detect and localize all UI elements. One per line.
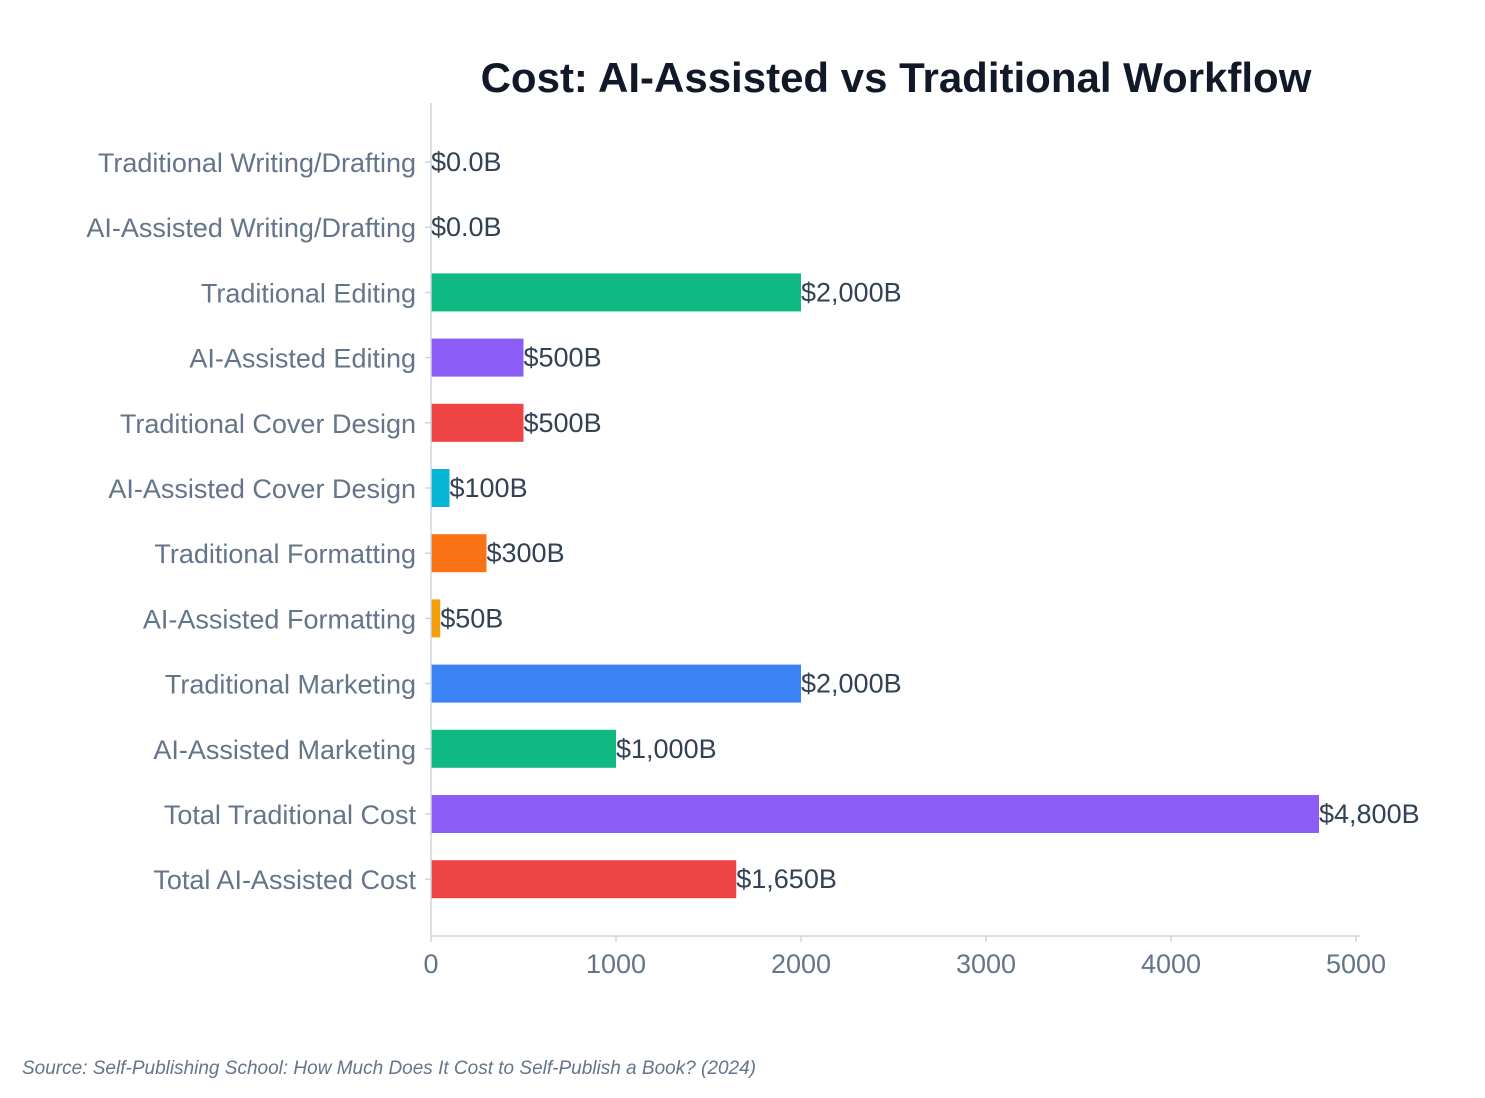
data-label: $1,000B bbox=[616, 734, 717, 764]
x-tick-label: 4000 bbox=[1141, 949, 1201, 979]
data-label: $4,800B bbox=[1319, 799, 1420, 829]
category-label: Traditional Cover Design bbox=[120, 409, 416, 439]
axes-group: 0 1000 2000 3000 4000 5000 Traditional Writing… bbox=[86, 103, 1386, 979]
source-note: Source: Self-Publishing School: How Much… bbox=[22, 1058, 756, 1079]
category-label: Traditional Formatting bbox=[154, 539, 416, 569]
chart-title: Cost: AI-Assisted vs Traditional Workflo… bbox=[481, 54, 1312, 101]
bar bbox=[431, 534, 487, 573]
data-label: $500B bbox=[524, 408, 602, 438]
category-label: AI-Assisted Cover Design bbox=[108, 474, 416, 504]
bar bbox=[431, 273, 801, 312]
data-label: $0.0B bbox=[431, 147, 502, 177]
data-label: $500B bbox=[524, 343, 602, 373]
bar bbox=[431, 729, 616, 768]
bar bbox=[431, 795, 1319, 833]
x-tick-label: 0 bbox=[423, 949, 438, 979]
bar bbox=[431, 403, 524, 442]
category-label: Traditional Marketing bbox=[165, 670, 416, 700]
category-label: AI-Assisted Formatting bbox=[143, 604, 416, 634]
category-label: Total AI-Assisted Cost bbox=[153, 865, 416, 895]
bar bbox=[431, 469, 450, 507]
data-label: $100B bbox=[450, 473, 528, 503]
bar bbox=[431, 860, 737, 899]
x-tick-label: 3000 bbox=[956, 949, 1016, 979]
data-label: $50B bbox=[440, 603, 503, 633]
bars-group: $0.0B $0.0B $2,000B $500B $500B $100B $300B $50… bbox=[431, 147, 1420, 899]
category-label: Traditional Writing/Drafting bbox=[98, 148, 416, 178]
category-label: AI-Assisted Editing bbox=[189, 344, 416, 374]
data-label: $2,000B bbox=[801, 277, 902, 307]
bar bbox=[431, 664, 801, 703]
data-label: $0.0B bbox=[431, 212, 502, 242]
data-label: $300B bbox=[487, 538, 565, 568]
x-tick-label: 5000 bbox=[1326, 949, 1386, 979]
category-label: AI-Assisted Marketing bbox=[153, 735, 416, 765]
bar bbox=[431, 338, 524, 377]
bar bbox=[431, 599, 441, 638]
category-label: Total Traditional Cost bbox=[164, 800, 417, 830]
x-tick-label: 2000 bbox=[771, 949, 831, 979]
data-label: $2,000B bbox=[801, 669, 902, 699]
category-label: AI-Assisted Writing/Drafting bbox=[86, 213, 416, 243]
x-tick-label: 1000 bbox=[586, 949, 646, 979]
category-label: Traditional Editing bbox=[201, 278, 416, 308]
data-label: $1,650B bbox=[736, 864, 837, 894]
